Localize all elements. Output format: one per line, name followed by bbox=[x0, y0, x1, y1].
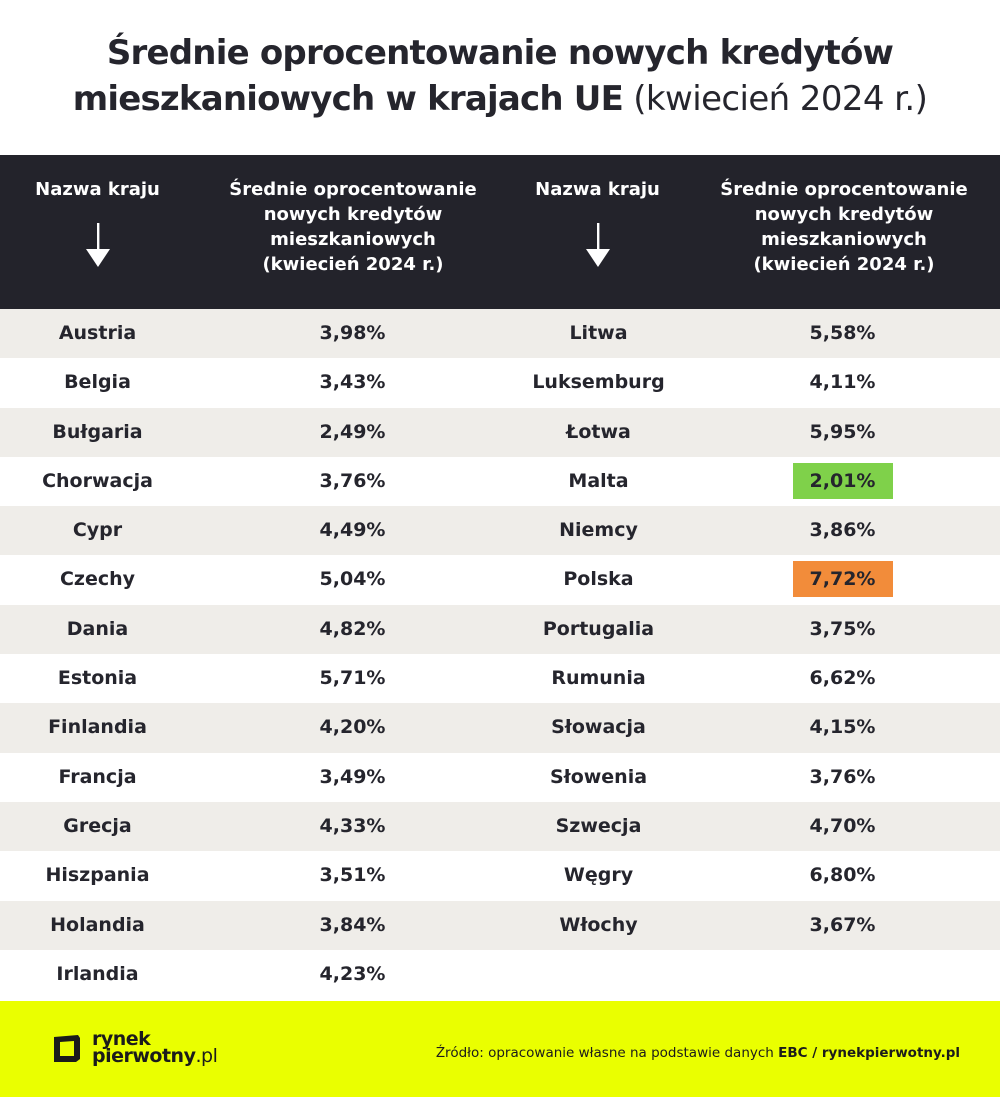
brand-cube-icon bbox=[54, 1035, 80, 1062]
header-country-left: Nazwa kraju bbox=[35, 179, 160, 200]
country-name: Estonia bbox=[57, 667, 138, 690]
table-row: Irlandia 4,23% bbox=[0, 950, 1000, 999]
country-name: Hiszpania bbox=[45, 864, 150, 887]
rate-value: 5,71% bbox=[319, 667, 386, 690]
rate-value: 4,20% bbox=[319, 716, 386, 739]
country-name: Niemcy bbox=[559, 519, 638, 542]
table-row: Bułgaria 2,49% Łotwa 5,95% bbox=[0, 407, 1000, 457]
table-row: Francja 3,49% Słowenia 3,76% bbox=[0, 753, 1000, 802]
source-note: Źródło: opracowanie własne na podstawie … bbox=[435, 1045, 960, 1061]
rate-value: 3,76% bbox=[809, 765, 876, 788]
country-name: Włochy bbox=[559, 913, 638, 936]
title-line-2: mieszkaniowych w krajach UE (kwiecień 20… bbox=[0, 76, 1000, 122]
rate-value-lowest: 2,01% bbox=[700, 457, 985, 506]
country-name: Grecja bbox=[63, 814, 132, 837]
country-name: Dania bbox=[66, 617, 129, 640]
table-row: Hiszpania 3,51% Węgry 6,80% bbox=[0, 851, 1000, 900]
title-bold-part: mieszkaniowych w krajach UE bbox=[72, 79, 624, 119]
table-row: Estonia 5,71% Rumunia 6,62% bbox=[0, 654, 1000, 703]
rate-value: 3,84% bbox=[319, 913, 386, 936]
country-name: Rumunia bbox=[551, 667, 646, 690]
country-name: Chorwacja bbox=[42, 469, 153, 492]
rate-value: 3,67% bbox=[809, 913, 876, 936]
footer: rynek pierwotny.pl Źródło: opracowanie w… bbox=[0, 1001, 1000, 1097]
rate-value: 4,82% bbox=[319, 617, 386, 640]
country-name: Litwa bbox=[569, 322, 628, 344]
country-name: Słowacja bbox=[551, 716, 646, 739]
lowest-rate-badge: 2,01% bbox=[792, 462, 893, 499]
brand-name: rynek pierwotny.pl bbox=[92, 1028, 218, 1067]
table-row: Czechy 5,04% Polska 7,72% bbox=[0, 555, 1000, 604]
header-country-right: Nazwa kraju bbox=[535, 179, 660, 200]
table-header: Nazwa kraju Średnie oprocentowanie nowyc… bbox=[0, 155, 1000, 309]
country-name: Irlandia bbox=[56, 962, 139, 985]
table-row: Austria 3,98% Litwa 5,58% bbox=[0, 309, 1000, 359]
country-name: Portugalia bbox=[542, 617, 655, 640]
page-title: Średnie oprocentowanie nowych kredytów m… bbox=[0, 0, 1000, 155]
header-rate-right: Średnie oprocentowanie nowych kredytów m… bbox=[720, 179, 968, 275]
rate-value: 3,76% bbox=[319, 469, 386, 492]
highest-rate-badge: 7,72% bbox=[792, 561, 893, 598]
country-name: Malta bbox=[568, 469, 629, 492]
table-body: Austria 3,98% Litwa 5,58% Belgia 3,43% L… bbox=[0, 309, 1000, 999]
title-date-part: (kwiecień 2024 r.) bbox=[623, 79, 928, 119]
rate-value: 4,23% bbox=[319, 962, 386, 985]
country-name: Luksemburg bbox=[532, 371, 665, 394]
arrow-down-icon bbox=[86, 223, 110, 267]
country-name: Szwecja bbox=[555, 814, 642, 837]
rate-value: 3,49% bbox=[319, 765, 386, 788]
country-name: Finlandia bbox=[48, 716, 147, 739]
brand-logo: rynek pierwotny.pl bbox=[52, 1028, 218, 1067]
rate-value: 4,49% bbox=[319, 519, 386, 542]
rate-value-highest: 7,72% bbox=[700, 555, 985, 604]
country-name: Cypr bbox=[72, 519, 123, 542]
country-name: Austria bbox=[58, 322, 137, 344]
rate-value: 4,70% bbox=[809, 814, 876, 837]
country-name: Holandia bbox=[50, 913, 145, 936]
rate-value: 2,49% bbox=[319, 420, 386, 443]
arrow-down-icon bbox=[586, 223, 610, 267]
country-name: Belgia bbox=[64, 371, 131, 394]
table-row: Dania 4,82% Portugalia 3,75% bbox=[0, 604, 1000, 655]
title-line-1: Średnie oprocentowanie nowych kredytów bbox=[106, 33, 894, 73]
rate-value: 4,15% bbox=[809, 716, 876, 739]
country-name: Czechy bbox=[59, 568, 136, 591]
rate-value: 4,11% bbox=[809, 371, 876, 394]
rate-value: 5,04% bbox=[319, 568, 386, 591]
rate-value: 5,95% bbox=[809, 420, 876, 443]
rate-value: 3,86% bbox=[809, 519, 876, 542]
header-rate-left: Średnie oprocentowanie nowych kredytów m… bbox=[229, 179, 477, 275]
table-row: Holandia 3,84% Włochy 3,67% bbox=[0, 900, 1000, 950]
table-row: Belgia 3,43% Luksemburg 4,11% bbox=[0, 358, 1000, 407]
table-row: Chorwacja 3,76% Malta 2,01% bbox=[0, 457, 1000, 506]
rate-value: 5,58% bbox=[809, 322, 876, 344]
rate-value: 3,98% bbox=[319, 322, 386, 344]
country-name: Łotwa bbox=[566, 420, 631, 443]
country-name: Węgry bbox=[563, 864, 634, 887]
rate-value: 3,43% bbox=[319, 371, 386, 394]
table-row: Grecja 4,33% Szwecja 4,70% bbox=[0, 801, 1000, 852]
country-name: Słowenia bbox=[549, 765, 648, 788]
country-name: Francja bbox=[58, 765, 137, 788]
rate-value: 6,80% bbox=[809, 864, 876, 887]
country-name: Bułgaria bbox=[52, 420, 143, 443]
rate-value: 3,75% bbox=[809, 617, 876, 640]
table-row: Cypr 4,49% Niemcy 3,86% bbox=[0, 506, 1000, 556]
rate-value: 4,33% bbox=[319, 814, 386, 837]
rate-value: 3,51% bbox=[319, 864, 386, 887]
rate-value: 6,62% bbox=[809, 667, 876, 690]
country-name: Polska bbox=[563, 568, 634, 591]
table-row: Finlandia 4,20% Słowacja 4,15% bbox=[0, 703, 1000, 753]
